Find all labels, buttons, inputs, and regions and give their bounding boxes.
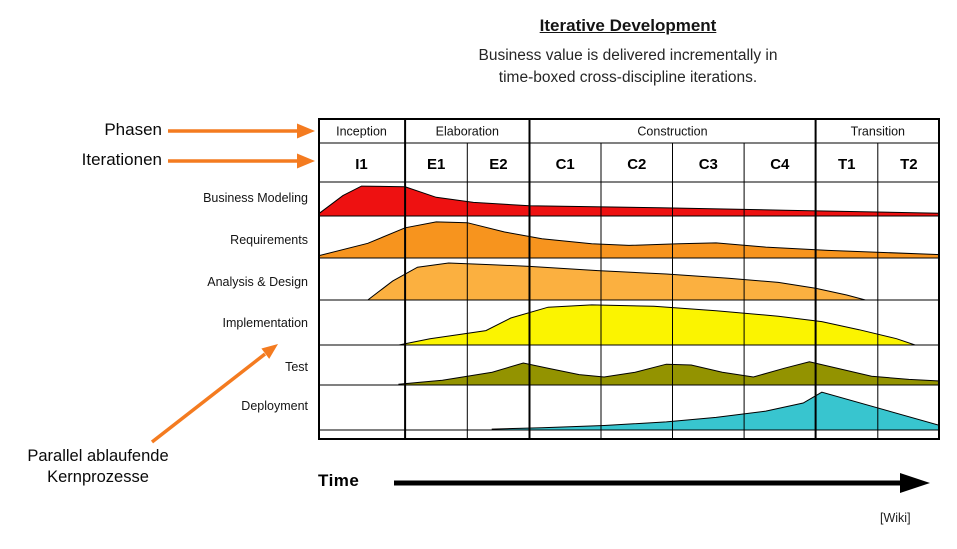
- discipline-label-analysis-design: Analysis & Design: [207, 275, 308, 289]
- effort-shape-requirements: [318, 221, 940, 259]
- attribution: [Wiki]: [880, 511, 911, 525]
- time-axis-arrow: [394, 473, 930, 493]
- iterationen-arrow: [168, 153, 315, 169]
- parallel-processes-label: Parallel ablaufende Kernprozesse: [2, 446, 194, 487]
- iteration-label-t2: T2: [900, 156, 918, 173]
- effort-shape-analysis-design: [366, 262, 866, 301]
- diagram-subtitle-line1: Business value is delivered incrementall…: [478, 47, 778, 64]
- phasen-arrow-head: [297, 123, 315, 139]
- parallel-arrow-head: [261, 344, 278, 359]
- phase-label-construction: Construction: [637, 125, 707, 139]
- parallel-label-line1: Parallel ablaufende: [27, 447, 169, 465]
- phasen-label: Phasen: [104, 120, 162, 139]
- discipline-label-test: Test: [285, 360, 308, 374]
- time-arrow-head: [900, 473, 930, 493]
- chart-border: [318, 118, 940, 440]
- title-block: Iterative Development Business value is …: [320, 16, 936, 88]
- effort-shape-deployment: [491, 391, 940, 431]
- parallel-processes-arrow: [150, 344, 278, 444]
- diagram-subtitle-line2: time-boxed cross-discipline iterations.: [498, 68, 758, 86]
- iteration-label-c4: C4: [770, 156, 790, 173]
- iteration-label-c3: C3: [699, 156, 718, 173]
- discipline-labels: Business Modeling Requirements Analysis & …: [0, 0, 312, 460]
- iteration-label-c1: C1: [556, 156, 575, 173]
- iteration-label-c2: C2: [627, 156, 646, 173]
- iteration-label-e2: E2: [489, 156, 507, 173]
- parallel-arrow-line: [150, 352, 267, 444]
- iteration-label-t1: T1: [838, 156, 856, 173]
- iteration-label-i1: I1: [355, 156, 368, 173]
- iterationen-label: Iterationen: [81, 150, 162, 169]
- phase-label-inception: Inception: [336, 125, 387, 139]
- phasen-arrow: [168, 123, 315, 139]
- parallel-label-line2: Kernprozesse: [47, 467, 149, 486]
- iteration-label-e1: E1: [427, 156, 445, 173]
- effort-shape-implementation: [398, 304, 916, 346]
- iterationen-arrow-head: [297, 153, 315, 169]
- discipline-label-implementation: Implementation: [222, 316, 308, 330]
- phase-label-transition: Transition: [851, 125, 905, 139]
- time-axis-label: Time: [318, 471, 360, 490]
- discipline-label-deployment: Deployment: [241, 399, 308, 413]
- diagram-title: Iterative Development: [539, 16, 717, 35]
- iterative-development-chart: Inception Elaboration Construction Transiti…: [318, 118, 940, 440]
- phase-label-elaboration: Elaboration: [436, 125, 499, 139]
- discipline-label-business-modeling: Business Modeling: [203, 191, 308, 205]
- effort-shape-test: [398, 361, 940, 386]
- discipline-label-requirements: Requirements: [230, 233, 308, 247]
- effort-shape-business-modeling: [318, 185, 940, 217]
